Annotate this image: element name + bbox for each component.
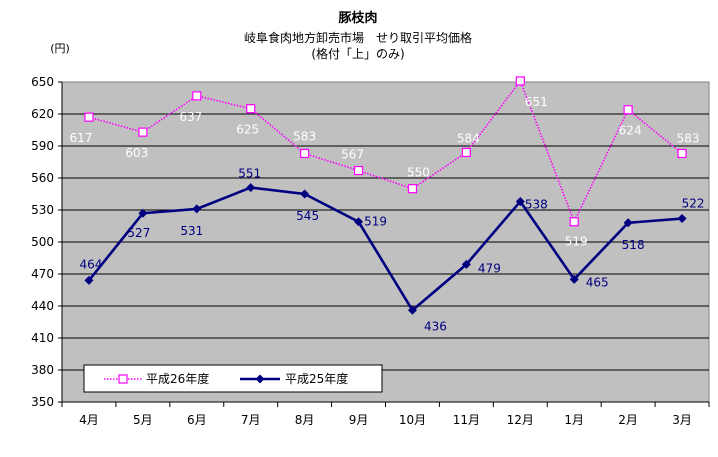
data-point-h26 xyxy=(461,147,471,157)
series-line-h25 xyxy=(87,186,683,313)
data-point-h25 xyxy=(677,214,687,224)
data-label-h25: 527 xyxy=(127,226,150,240)
y-tick-label: 440 xyxy=(31,299,54,313)
series-line-h26 xyxy=(88,79,683,224)
data-label-h26: 584 xyxy=(457,131,480,145)
legend-marker-h26 xyxy=(118,374,128,384)
data-point-h26 xyxy=(192,91,202,101)
data-point-h26 xyxy=(623,105,633,115)
data-label-h25: 436 xyxy=(424,319,447,333)
data-label-h25: 479 xyxy=(478,261,501,275)
data-point-h26 xyxy=(569,217,579,227)
x-tick-label: 7月 xyxy=(241,413,261,427)
data-point-h26 xyxy=(246,104,256,114)
chart-subtitle-line-2: (格付「上」のみ) xyxy=(311,46,404,61)
data-point-h25 xyxy=(461,259,471,269)
x-tick-label: 10月 xyxy=(399,413,426,427)
x-tick-label: 3月 xyxy=(672,413,692,427)
y-tick-label: 530 xyxy=(31,203,54,217)
data-label-h26: 550 xyxy=(407,166,430,180)
y-tick-label: 470 xyxy=(31,267,54,281)
data-point-h25 xyxy=(354,217,364,227)
y-tick-label: 560 xyxy=(31,171,54,185)
y-tick-label: 620 xyxy=(31,107,54,121)
data-label-h25: 518 xyxy=(622,238,645,252)
data-point-h25 xyxy=(300,189,310,199)
data-point-h25 xyxy=(138,208,148,218)
y-tick-label: 650 xyxy=(31,75,54,89)
legend-box xyxy=(83,364,383,393)
data-label-h26: 637 xyxy=(179,110,202,124)
data-point-h25 xyxy=(407,305,417,315)
data-point-h25 xyxy=(569,274,579,284)
x-tick-label: 6月 xyxy=(187,413,207,427)
data-point-h26 xyxy=(84,112,94,122)
data-point-h25 xyxy=(246,183,256,193)
x-tick-label: 2月 xyxy=(618,413,638,427)
data-point-h25 xyxy=(515,196,525,206)
data-label-h25: 522 xyxy=(682,197,705,211)
data-label-h26: 567 xyxy=(341,148,364,162)
x-tick-label: 1月 xyxy=(564,413,584,427)
data-point-h26 xyxy=(138,127,148,137)
data-label-h25: 464 xyxy=(80,257,103,271)
data-label-h26: 624 xyxy=(619,124,642,138)
data-label-h25: 545 xyxy=(296,209,319,223)
legend-marker-h25 xyxy=(255,374,265,384)
x-tick-label: 8月 xyxy=(295,413,315,427)
data-label-h26: 583 xyxy=(677,131,700,145)
data-label-h25: 538 xyxy=(525,197,548,211)
data-label-h25: 519 xyxy=(364,215,387,229)
data-point-h25 xyxy=(84,275,94,285)
chart-title: 豚枝肉 xyxy=(338,10,377,26)
x-tick-label: 4月 xyxy=(79,413,99,427)
y-tick-label: 590 xyxy=(31,139,54,153)
legend-label-h25: 平成25年度 xyxy=(285,371,348,386)
data-label-h25: 465 xyxy=(586,275,609,289)
y-axis-unit-label: (円) xyxy=(50,42,70,55)
data-label-h26: 583 xyxy=(293,129,316,143)
data-point-h26 xyxy=(407,184,418,194)
y-tick-label: 380 xyxy=(31,363,54,377)
data-label-h26: 625 xyxy=(236,123,259,137)
x-tick-label: 11月 xyxy=(453,413,480,427)
legend: 平成26年度 平成25年度 xyxy=(83,364,383,393)
data-label-h25: 551 xyxy=(238,167,261,181)
data-point-h25 xyxy=(192,204,202,214)
data-label-h26: 651 xyxy=(525,95,548,109)
y-tick-label: 350 xyxy=(31,395,54,409)
data-point-h26 xyxy=(515,76,525,86)
data-label-h26: 519 xyxy=(565,235,588,249)
chart-subtitle-line-1: 岐阜食肉地方卸売市場 せり取引平均価格 xyxy=(244,30,472,45)
data-point-h26 xyxy=(300,148,310,159)
data-point-h25 xyxy=(623,218,633,228)
legend-label-h26: 平成26年度 xyxy=(146,371,209,386)
x-tick-label: 5月 xyxy=(133,413,153,427)
y-tick-label: 410 xyxy=(31,331,54,345)
data-label-h26: 617 xyxy=(70,131,93,145)
x-tick-label: 12月 xyxy=(507,413,534,427)
data-point-h26 xyxy=(353,165,364,176)
x-tick-label: 9月 xyxy=(349,413,369,427)
y-tick-label: 500 xyxy=(31,235,54,249)
data-label-h25: 531 xyxy=(180,224,203,238)
data-point-h26 xyxy=(677,148,687,159)
data-label-h26: 603 xyxy=(125,146,148,160)
